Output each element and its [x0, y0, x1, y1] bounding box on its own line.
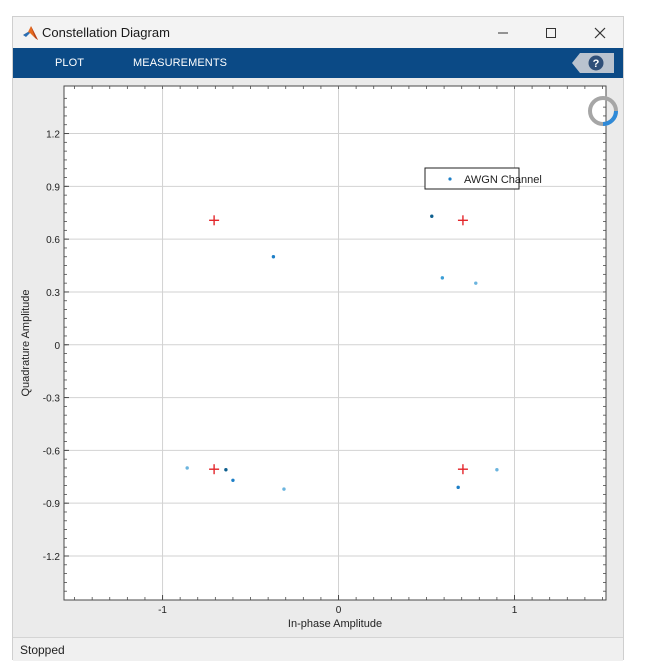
toolstrip: PLOT MEASUREMENTS ? — [13, 48, 623, 78]
plot-area: -1 0 1 1.2 0.9 0.6 0.3 0 -0.3 -0.6 -0.9 -1.2 AWGN C… — [13, 78, 623, 637]
y-axis-label: Quadrature Amplitude — [20, 289, 32, 396]
received-symbol-point — [282, 487, 286, 491]
legend-marker — [448, 177, 452, 181]
received-symbol-point — [231, 478, 235, 483]
reference-constellation-point — [209, 464, 220, 475]
close-button[interactable] — [577, 17, 623, 48]
y-tick-label: -1.2 — [43, 552, 61, 563]
status-bar: Stopped — [13, 637, 623, 661]
received-symbol-point — [495, 468, 499, 472]
x-tick-label: 1 — [512, 605, 518, 616]
minimize-button[interactable] — [480, 17, 526, 48]
tab-measurements[interactable]: MEASUREMENTS — [133, 57, 228, 69]
received-symbol-point — [440, 276, 445, 280]
received-symbol-point — [185, 466, 189, 470]
y-tick-label: 0.9 — [46, 182, 60, 193]
svg-text:?: ? — [593, 58, 600, 70]
constellation-chart: -1 0 1 1.2 0.9 0.6 0.3 0 -0.3 -0.6 -0.9 -1.2 AWGN C… — [20, 85, 619, 630]
status-text: Stopped — [20, 643, 65, 657]
matlab-logo-icon — [23, 26, 38, 40]
legend-box — [424, 167, 520, 190]
y-tick-label: -0.6 — [43, 446, 61, 457]
y-tick-label: 0.3 — [46, 288, 60, 299]
tab-plot[interactable]: PLOT — [55, 57, 85, 69]
constellation-window: Constellation Diagram PLOT MEASUREMENTS … — [12, 16, 624, 661]
y-tick-label: -0.9 — [43, 499, 61, 510]
y-tick-label: 1.2 — [46, 130, 60, 141]
x-tick-label: -1 — [158, 605, 167, 616]
reference-constellation-point — [457, 215, 468, 226]
minimize-icon — [498, 32, 508, 33]
help-button[interactable]: ? — [572, 53, 614, 73]
help-icon — [588, 55, 604, 71]
legend[interactable]: AWGN Channel — [424, 167, 542, 190]
window-title: Constellation Diagram — [42, 25, 170, 40]
maximize-button[interactable] — [528, 17, 574, 48]
maximize-icon — [546, 27, 556, 38]
y-tick-label: 0.6 — [46, 235, 60, 246]
received-symbol-point — [224, 468, 228, 472]
x-axis-label: In-phase Amplitude — [288, 618, 382, 630]
legend-label: AWGN Channel — [464, 174, 542, 186]
received-symbol-point — [430, 214, 434, 218]
busy-indicator-icon — [588, 96, 619, 127]
x-tick-label: 0 — [336, 605, 342, 616]
reference-constellation-point — [457, 464, 468, 475]
received-symbol-point — [474, 281, 478, 285]
y-tick-label: 0 — [54, 341, 60, 352]
received-symbol-point — [271, 255, 276, 259]
plot-axes-box — [63, 85, 607, 601]
y-tick-label: -0.3 — [43, 394, 61, 405]
close-icon — [594, 27, 606, 38]
title-bar: Constellation Diagram — [13, 17, 623, 48]
reference-constellation-point — [209, 215, 220, 226]
received-symbol-point — [456, 485, 460, 490]
